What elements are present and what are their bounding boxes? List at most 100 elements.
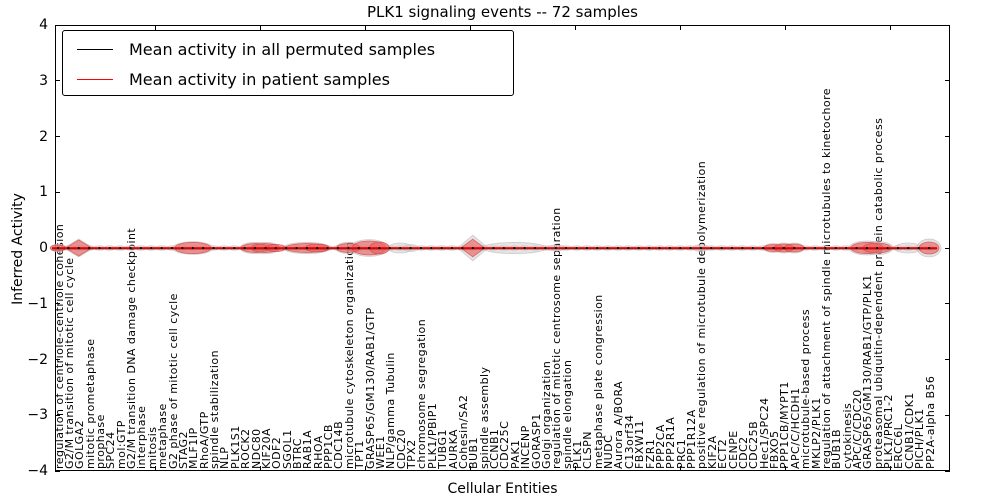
entity-mean-dot	[679, 247, 682, 249]
axis-tick	[55, 191, 60, 193]
entity-mean-dot	[368, 247, 371, 249]
axis-tick	[259, 25, 261, 30]
entity-mean-dot	[554, 247, 557, 249]
entity-mean-dot	[254, 247, 257, 249]
entity-mean-dot	[57, 247, 59, 249]
entity-mean-dot	[409, 247, 412, 249]
entity-mean-dot	[129, 247, 132, 249]
entity-mean-dot	[233, 247, 236, 249]
axis-tick	[679, 466, 681, 471]
entity-mean-dot	[689, 247, 692, 249]
chart-title: PLK1 signaling events -- 72 samples	[367, 3, 638, 21]
entity-mean-dot	[793, 247, 796, 249]
entity-mean-dot	[98, 247, 101, 249]
entity-mean-dot	[264, 247, 267, 249]
entity-mean-dot	[814, 247, 817, 249]
entity-mean-dot	[461, 247, 464, 249]
patient-line-swatch	[77, 78, 113, 80]
entity-mean-dot	[336, 247, 339, 249]
entity-mean-dot	[606, 247, 609, 249]
entity-mean-dot	[876, 247, 879, 249]
y-tick-label: 3	[39, 72, 48, 89]
permuted-line-swatch	[77, 48, 113, 50]
entity-mean-dot	[523, 247, 526, 249]
axis-tick	[55, 359, 60, 360]
axis-tick	[55, 24, 60, 26]
entity-mean-dot	[502, 247, 505, 249]
entity-mean-dot	[637, 247, 640, 249]
axis-tick	[679, 25, 681, 30]
axis-tick	[945, 24, 950, 26]
entity-mean-dot	[834, 247, 837, 249]
axis-tick	[364, 466, 366, 471]
entity-mean-dot	[928, 247, 931, 249]
entity-mean-dot	[399, 247, 402, 249]
y-tick-label: 2	[39, 128, 48, 145]
axis-tick	[469, 25, 471, 30]
entity-mean-dot	[378, 247, 381, 249]
axis-tick	[945, 191, 950, 193]
axis-tick	[945, 414, 950, 416]
axis-tick	[945, 80, 950, 82]
y-tick-label: −4	[27, 463, 48, 479]
entity-mean-dot	[720, 247, 723, 249]
y-tick-label: 4	[39, 17, 48, 33]
entity-mean-dot	[596, 247, 599, 249]
entity-mean-dot	[772, 247, 775, 249]
entity-mean-dot	[658, 247, 661, 249]
axis-tick	[154, 25, 156, 30]
entity-mean-dot	[627, 247, 630, 249]
entity-mean-dot	[534, 247, 537, 249]
entity-mean-dot	[865, 247, 868, 249]
entity-mean-dot	[699, 247, 702, 249]
entity-mean-dot	[139, 247, 142, 249]
entity-mean-dot	[160, 247, 163, 249]
entity-mean-dot	[388, 247, 391, 249]
entity-mean-dot	[907, 247, 910, 249]
axis-tick	[55, 303, 60, 305]
y-tick-label: −2	[27, 351, 48, 368]
entity-mean-dot	[222, 247, 225, 249]
legend-entry-patient: Mean activity in patient samples	[77, 67, 390, 91]
entity-mean-dot	[585, 247, 588, 249]
entity-mean-dot	[824, 247, 827, 249]
entity-mean-dot	[171, 247, 174, 249]
entity-mean-dot	[88, 247, 91, 249]
y-tick-label: −1	[27, 295, 48, 312]
entity-mean-dot	[440, 247, 443, 249]
entity-mean-dot	[326, 247, 329, 249]
axis-tick	[154, 466, 156, 471]
y-tick-label: 1	[39, 184, 48, 201]
entity-mean-dot	[565, 247, 568, 249]
legend-entry-permuted: Mean activity in all permuted samples	[77, 37, 435, 61]
entity-mean-dot	[762, 247, 765, 249]
entity-mean-dot	[347, 247, 350, 249]
axis-tick	[574, 466, 576, 471]
entity-mean-dot	[917, 247, 920, 249]
entity-mean-dot	[305, 247, 308, 249]
axis-tick	[55, 414, 60, 416]
entity-mean-dot	[430, 247, 433, 249]
legend-label-patient: Mean activity in patient samples	[129, 69, 390, 89]
entity-mean-dot	[108, 247, 111, 249]
axis-tick	[574, 25, 576, 30]
axis-tick	[55, 136, 60, 137]
entity-mean-dot	[482, 247, 485, 249]
entity-mean-dot	[855, 247, 858, 249]
axis-tick	[55, 470, 60, 472]
axis-tick	[945, 359, 950, 360]
axis-tick	[945, 247, 950, 249]
entity-mean-dot	[119, 247, 122, 249]
entity-mean-dot	[451, 247, 454, 249]
entity-mean-dot	[67, 247, 70, 249]
entity-mean-dot	[886, 247, 889, 249]
entity-mean-dot	[710, 247, 713, 249]
entity-mean-dot	[191, 247, 194, 249]
entity-mean-dot	[181, 247, 184, 249]
entity-mean-dot	[845, 247, 848, 249]
entity-mean-dot	[316, 247, 319, 249]
entity-mean-dot	[616, 247, 619, 249]
entity-mean-dot	[668, 247, 671, 249]
axis-tick	[469, 466, 471, 471]
